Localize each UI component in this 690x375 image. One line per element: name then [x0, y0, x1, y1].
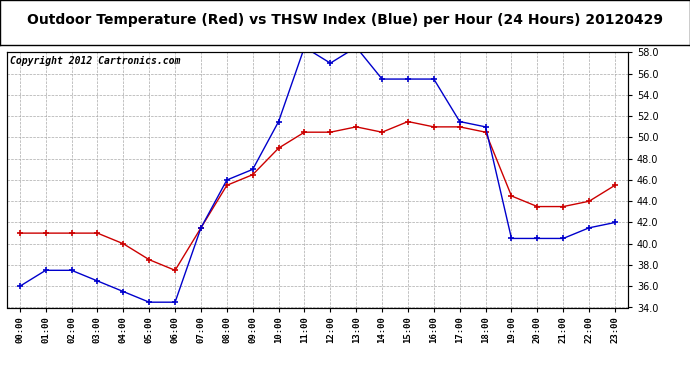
Text: Copyright 2012 Cartronics.com: Copyright 2012 Cartronics.com — [10, 56, 180, 66]
Text: Outdoor Temperature (Red) vs THSW Index (Blue) per Hour (24 Hours) 20120429: Outdoor Temperature (Red) vs THSW Index … — [27, 13, 663, 27]
